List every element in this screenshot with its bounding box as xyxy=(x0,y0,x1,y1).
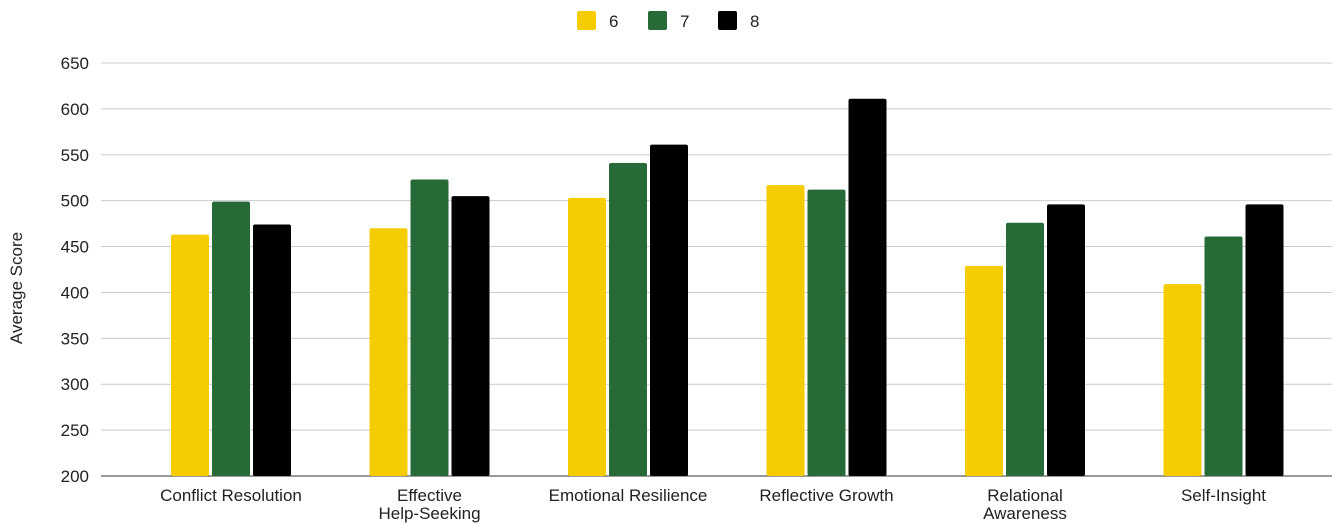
x-tick-label: Awareness xyxy=(983,504,1067,523)
y-axis-ticks: 200 250 300 350 400 450 500 550 600 650 xyxy=(61,54,89,486)
y-tick-label: 600 xyxy=(61,100,89,119)
bars xyxy=(171,98,1284,477)
legend: 6 7 8 xyxy=(577,11,759,31)
bar-series-6-4 xyxy=(965,265,1003,476)
legend-label-7: 7 xyxy=(680,12,689,31)
bar-series-6-0 xyxy=(171,234,209,476)
x-tick-label: Relational xyxy=(987,486,1063,505)
x-tick-label: Reflective Growth xyxy=(759,486,893,505)
y-tick-label: 250 xyxy=(61,421,89,440)
bar-series-8-0 xyxy=(253,224,291,476)
y-tick-label: 550 xyxy=(61,146,89,165)
bar-series-6-1 xyxy=(369,228,408,476)
bar-series-6-3 xyxy=(766,185,805,476)
legend-label-6: 6 xyxy=(609,12,618,31)
bar-series-8-2 xyxy=(650,144,688,476)
bar-series-6-2 xyxy=(568,197,606,476)
bar-series-8-4 xyxy=(1047,204,1085,477)
x-axis-labels: Conflict Resolution EffectiveHelp-Seeking… xyxy=(160,486,1266,523)
bar-series-8-1 xyxy=(451,196,490,477)
bar-series-7-5 xyxy=(1204,236,1243,476)
bar-series-7-4 xyxy=(1006,222,1044,476)
x-tick-label: Conflict Resolution xyxy=(160,486,302,505)
bar-series-7-3 xyxy=(807,189,846,477)
legend-swatch-7 xyxy=(648,11,667,30)
legend-label-8: 8 xyxy=(750,12,759,31)
x-tick-label: Emotional Resilience xyxy=(549,486,708,505)
bar-series-8-5 xyxy=(1245,204,1284,477)
bar-series-8-3 xyxy=(848,98,887,476)
y-tick-label: 650 xyxy=(61,54,89,73)
legend-swatch-8 xyxy=(718,11,737,30)
y-tick-label: 400 xyxy=(61,283,89,302)
bar-series-7-1 xyxy=(410,179,449,476)
y-axis-label: Average Score xyxy=(7,232,26,344)
bar-series-7-0 xyxy=(212,201,250,476)
y-tick-label: 300 xyxy=(61,375,89,394)
y-tick-label: 450 xyxy=(61,238,89,257)
legend-swatch-6 xyxy=(577,11,596,30)
x-tick-label: Effective xyxy=(397,486,462,505)
bar-series-7-2 xyxy=(609,163,647,476)
gridlines xyxy=(101,62,1332,477)
x-tick-label: Self-Insight xyxy=(1181,486,1266,505)
y-tick-label: 350 xyxy=(61,329,89,348)
y-tick-label: 500 xyxy=(61,192,89,211)
bar-series-6-5 xyxy=(1163,284,1202,476)
y-tick-label: 200 xyxy=(61,467,89,486)
x-tick-label: Help-Seeking xyxy=(378,504,480,523)
